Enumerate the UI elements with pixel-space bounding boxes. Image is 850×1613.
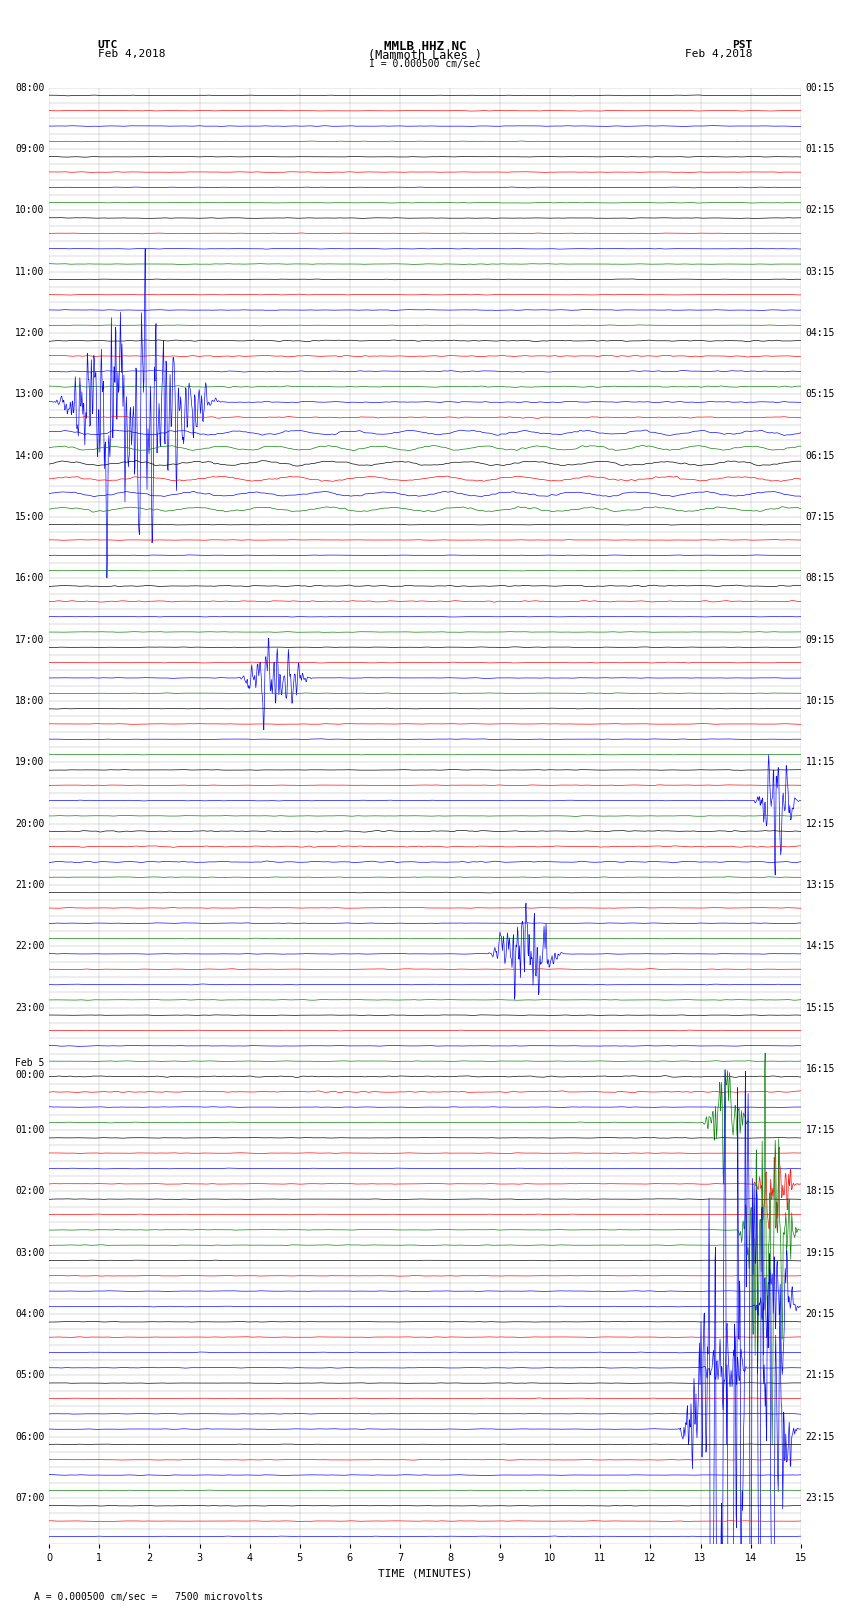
Text: PST: PST: [732, 39, 752, 50]
Text: (Mammoth Lakes ): (Mammoth Lakes ): [368, 50, 482, 63]
Text: MMLB HHZ NC: MMLB HHZ NC: [383, 39, 467, 53]
Text: UTC: UTC: [98, 39, 118, 50]
Text: A = 0.000500 cm/sec =   7500 microvolts: A = 0.000500 cm/sec = 7500 microvolts: [34, 1592, 264, 1602]
Text: Feb 4,2018: Feb 4,2018: [685, 50, 752, 60]
Text: I = 0.000500 cm/sec: I = 0.000500 cm/sec: [369, 58, 481, 69]
X-axis label: TIME (MINUTES): TIME (MINUTES): [377, 1569, 473, 1579]
Text: Feb 4,2018: Feb 4,2018: [98, 50, 165, 60]
